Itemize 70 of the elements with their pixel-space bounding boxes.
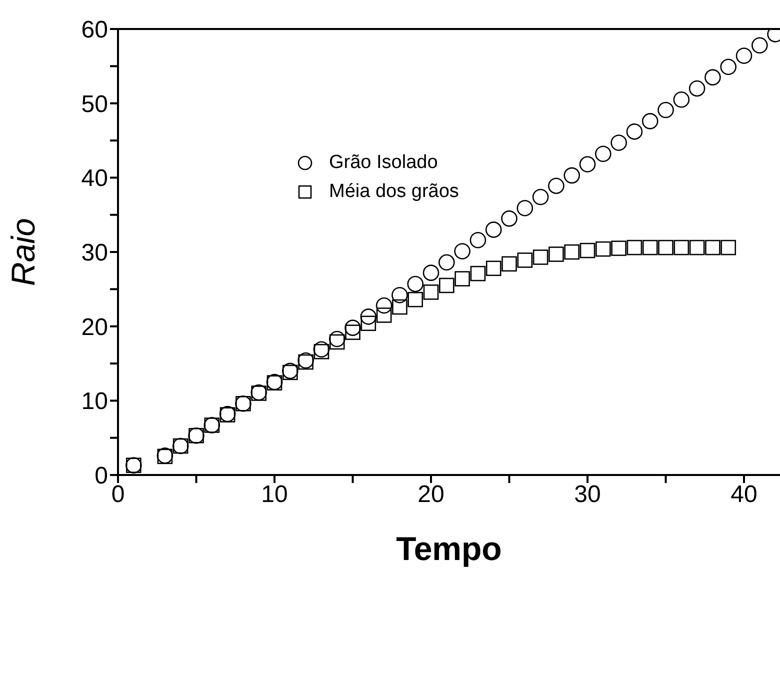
point (720, 240, 736, 256)
point (408, 292, 423, 308)
x-axis-title: Tempo (396, 530, 502, 567)
point (658, 102, 674, 118)
point (438, 254, 455, 271)
point (611, 240, 626, 256)
point (564, 244, 580, 260)
point (579, 156, 596, 172)
point (344, 320, 361, 336)
point (454, 271, 470, 286)
point (360, 308, 377, 325)
point (642, 240, 658, 256)
point (548, 178, 564, 194)
point (580, 242, 596, 258)
point (407, 276, 424, 292)
point (376, 297, 392, 314)
y-axis-title: Raio (4, 218, 42, 286)
point (422, 264, 440, 281)
point (548, 246, 564, 262)
point (376, 308, 392, 323)
point (345, 324, 360, 340)
point (626, 240, 642, 256)
point (720, 58, 737, 76)
x-tick-label: 20 (418, 481, 444, 508)
y-tick-label: 30 (81, 240, 108, 267)
point (532, 188, 549, 206)
point (658, 240, 674, 256)
y-tick-label: 10 (81, 388, 108, 416)
point (439, 278, 454, 294)
point (485, 222, 502, 238)
point (674, 240, 690, 256)
point (423, 284, 439, 300)
point (673, 91, 690, 108)
point (516, 200, 534, 216)
point (470, 266, 486, 282)
x-tick-label: 40 (730, 481, 758, 508)
point (626, 123, 643, 140)
point (689, 240, 705, 256)
y-tick-label: 60 (81, 16, 108, 44)
point (360, 316, 376, 332)
legend-label: Grão Isolado (329, 151, 438, 175)
point (736, 48, 752, 64)
point (392, 286, 408, 304)
point (688, 80, 706, 97)
point (501, 210, 518, 227)
point (564, 167, 580, 184)
point (704, 69, 721, 86)
y-tick-label: 50 (81, 90, 108, 118)
point (502, 256, 517, 272)
y-tick-label: 40 (81, 165, 108, 192)
point (752, 37, 768, 54)
x-tick-label: 10 (261, 481, 288, 508)
point (595, 146, 612, 162)
x-tick-label: 30 (574, 481, 601, 508)
point (532, 250, 548, 265)
y-tick-label: 0 (94, 462, 108, 490)
point (470, 232, 486, 248)
point (392, 299, 408, 315)
x-tick-label: 0 (111, 481, 125, 508)
point (705, 240, 720, 256)
y-tick-label: 20 (81, 314, 108, 341)
point (610, 134, 627, 151)
point (642, 113, 658, 130)
point (454, 243, 470, 260)
point (328, 330, 346, 348)
point (596, 241, 611, 257)
point (329, 334, 345, 350)
point (486, 260, 502, 276)
legend-label: Méia dos grãos (329, 180, 459, 204)
point (517, 252, 533, 268)
